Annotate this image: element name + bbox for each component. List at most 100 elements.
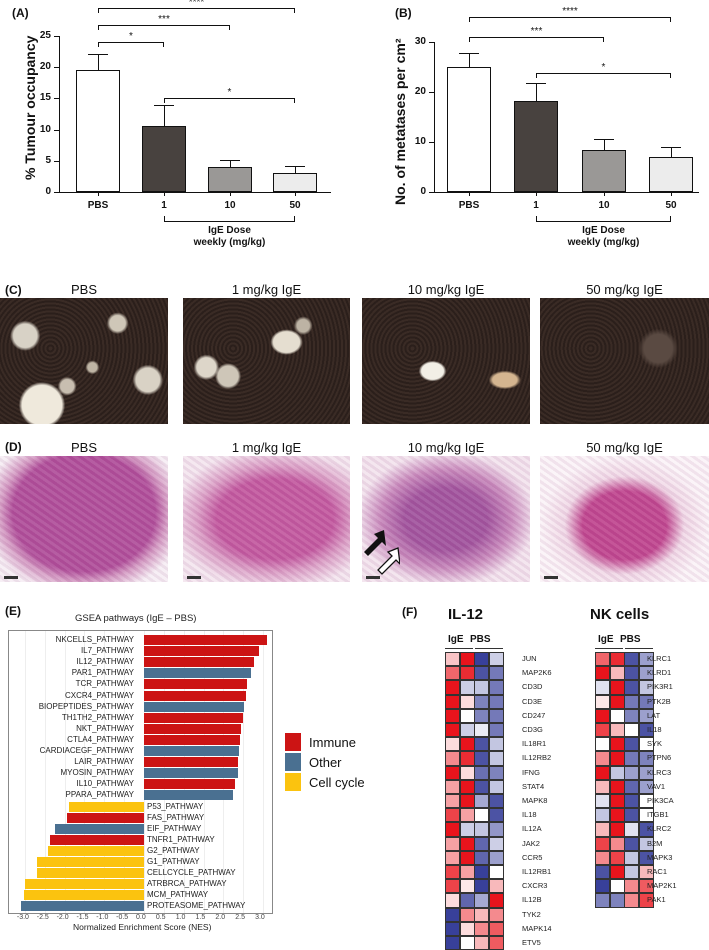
heatmap-cell: [445, 893, 460, 908]
gsea-pathway-label: G2_PATHWAY: [147, 845, 200, 855]
gsea-bar: [24, 890, 144, 901]
heatmap-cell: [488, 751, 504, 766]
gridline: [84, 631, 86, 913]
heatmap-cell: [445, 907, 460, 922]
x-tick: [295, 192, 296, 196]
heatmap-cell: [624, 808, 639, 823]
error-cap: [459, 52, 479, 54]
heatmap-cell: [488, 822, 504, 837]
heatmap-cell: [474, 666, 489, 681]
heatmap-cell: [609, 652, 625, 667]
heatmap-cell: [474, 751, 489, 766]
heatmap-cell: [595, 836, 610, 851]
heatmap-cell: [595, 666, 610, 681]
y-tick-label: 20: [414, 86, 426, 97]
gsea-pathway-label: LAIR_PATHWAY: [74, 757, 134, 767]
heatmap-cell: [488, 936, 504, 950]
x-tick-label: 2.0: [215, 914, 226, 921]
heatmap-cell: [609, 680, 625, 695]
heatmap-cell: [595, 808, 610, 823]
gsea-pathway-label: MYOSIN_PATHWAY: [60, 768, 135, 778]
image-title: 10 mg/kg IgE: [407, 282, 485, 297]
heatmap-cell: [459, 836, 475, 851]
significance-bracket: [98, 42, 164, 47]
heatmap-cell: [488, 893, 504, 908]
heatmap-cell: [474, 836, 489, 851]
gsea-pathway-label: CXCR4_PATHWAY: [64, 690, 134, 700]
gene-label: CD247: [522, 710, 546, 720]
heatmap-cell: [624, 893, 639, 908]
bar-pbs: [76, 70, 120, 192]
heatmap-cell: [595, 794, 610, 809]
heatmap-cell: [624, 779, 639, 794]
heatmap-cell: [445, 666, 460, 681]
heatmap-cell: [459, 723, 475, 738]
significance-stars: *: [129, 31, 133, 42]
heatmap-cell: [595, 723, 610, 738]
gsea-pathway-label: IL10_PATHWAY: [76, 779, 135, 789]
heatmap-cell: [445, 850, 460, 865]
heatmap-cell: [488, 680, 504, 695]
heatmap-cell: [609, 865, 625, 880]
heatmap-cell: [474, 936, 489, 950]
tumour-occupancy-chart: % Tumour occupancy 0 5 10 15 20 25 PBS 1 10 50 * ***…: [0, 0, 340, 248]
gsea-bar: [36, 868, 144, 879]
x-tick-label: -0.5: [116, 914, 129, 921]
arrow-icon: [364, 530, 400, 575]
gsea-bar: [144, 723, 241, 734]
x-tick-label: 3.0: [255, 914, 265, 921]
image-title: PBS: [70, 440, 97, 455]
heatmap-cell: [638, 850, 654, 865]
heatmap-cell: [459, 737, 475, 752]
group-label-ige: IgE: [598, 634, 614, 645]
gene-label: ITGB1: [647, 810, 669, 820]
significance-stars: ****: [562, 6, 578, 17]
metastases-chart: No. of metatases per cm² 0 10 20 30 PBS 1 10 50 *…: [360, 0, 709, 248]
gsea-pathway-label: MCM_PATHWAY: [147, 890, 209, 900]
gsea-pathway-label: PAR1_PATHWAY: [71, 668, 134, 678]
he-section-image: [183, 456, 350, 582]
gsea-pathway-label: BIOPEPTIDES_PATHWAY: [38, 701, 134, 711]
gridline: [124, 631, 126, 913]
heatmap-cell: [638, 822, 654, 837]
bar-1: [514, 100, 558, 192]
y-tick: [54, 160, 59, 162]
heatmap-cell: [488, 850, 504, 865]
heatmap-cell: [488, 723, 504, 738]
heatmap-cell: [445, 708, 460, 723]
heatmap-cell: [595, 652, 610, 667]
image-title: 50 mg/kg IgE: [586, 440, 663, 455]
heatmap-cell: [624, 694, 639, 709]
y-tick-label: 15: [39, 92, 51, 104]
heatmap-cell: [474, 893, 489, 908]
image-title: 10 mg/kg IgE: [407, 440, 485, 455]
gene-label: RAC1: [647, 867, 668, 876]
dose-bracket: [164, 216, 295, 222]
gridline: [104, 631, 106, 913]
heatmap-cell: [609, 850, 625, 865]
heatmap-cell: [459, 893, 475, 908]
gsea-pathway-label: EIF_PATHWAY: [147, 823, 202, 833]
dose-label-line1: IgE Dose: [582, 225, 625, 236]
x-tick: [164, 192, 165, 196]
heatmap-cell: [488, 794, 504, 809]
heatmap-cell: [488, 808, 504, 823]
heatmap-cell: [609, 779, 625, 794]
heatmap-cell: [624, 836, 639, 851]
group-label-pbs: PBS: [620, 634, 641, 645]
significance-stars: ***: [158, 14, 170, 25]
heatmap-cell: [638, 836, 654, 851]
x-axis-line: [59, 192, 331, 193]
gsea-bar: [144, 712, 244, 723]
dose-label-line2: weekly (mg/kg): [567, 237, 640, 248]
gsea-bar: [144, 779, 236, 790]
gsea-pathway-label: TNFR1_PATHWAY: [147, 834, 215, 844]
x-tick-label: 50: [665, 200, 677, 211]
heatmap-cell: [488, 836, 504, 851]
error-cap: [220, 159, 240, 161]
heatmap-cell: [474, 907, 489, 922]
heatmap-cell: [624, 723, 639, 738]
gsea-pathway-label: PROTEASOME_PATHWAY: [147, 901, 246, 911]
gene-label: IL12B: [522, 895, 542, 905]
gene-label: IL18R1: [522, 739, 547, 749]
